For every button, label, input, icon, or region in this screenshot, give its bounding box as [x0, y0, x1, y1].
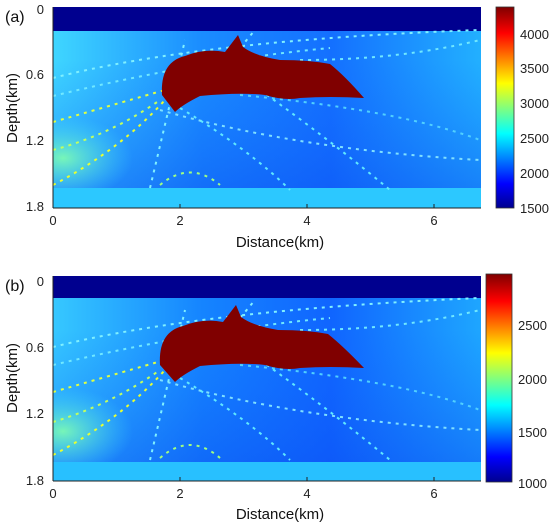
water-layer-b — [53, 276, 481, 298]
x-tick-label: 6 — [430, 213, 437, 228]
axes-a — [52, 7, 481, 209]
x-axis-label-a: Distance(km) — [236, 234, 324, 251]
colorbar-tick-label: 1000 — [518, 476, 547, 491]
colorbar-tick-label: 3500 — [520, 61, 549, 76]
x-tick-label: 4 — [303, 486, 310, 501]
x-tick-label: 0 — [49, 213, 56, 228]
y-tick-label: 1.2 — [26, 406, 44, 421]
x-ticks-b: 0 2 4 6 — [49, 477, 438, 501]
panel-a: (a) — [4, 2, 549, 251]
x-tick-label: 6 — [430, 486, 437, 501]
x-tick-label: 4 — [303, 213, 310, 228]
salt-body-b — [159, 305, 364, 382]
y-tick-label: 0 — [37, 2, 44, 17]
heatmap-a — [53, 7, 481, 208]
colorbar-a: 4000 3500 3000 2500 2000 1500 — [495, 6, 549, 216]
colorbar-tick-label: 2000 — [520, 166, 549, 181]
colorbar-tick-label: 3000 — [520, 96, 549, 111]
colorbar-tick-label: 4000 — [520, 27, 549, 42]
colorbar-tick-label: 2500 — [520, 131, 549, 146]
colorbar-tick-label: 2000 — [518, 372, 547, 387]
colorbar-tick-label: 1500 — [520, 201, 549, 216]
heatmap-b — [53, 276, 481, 481]
y-axis-label-a: Depth(km) — [4, 73, 21, 143]
salt-body-a — [161, 35, 364, 112]
y-tick-label: 1.8 — [26, 473, 44, 488]
y-tick-label: 0.6 — [26, 340, 44, 355]
x-tick-label: 2 — [176, 213, 183, 228]
x-tick-label: 0 — [49, 486, 56, 501]
y-ticks-b: 0 0.6 1.2 1.8 — [26, 274, 44, 488]
colorbar-tick-label: 1500 — [518, 425, 547, 440]
y-tick-label: 0 — [37, 274, 44, 289]
x-axis-label-b: Distance(km) — [236, 506, 324, 523]
panel-b: (b) — [4, 273, 547, 523]
colorbar-tick-label: 2500 — [518, 318, 547, 333]
y-ticks-a: 0 0.6 1.2 1.8 — [26, 2, 44, 214]
x-tick-label: 2 — [176, 486, 183, 501]
panel-label-b: (b) — [5, 278, 25, 295]
axes-b — [52, 276, 481, 482]
x-ticks-a: 0 2 4 6 — [49, 204, 438, 228]
y-tick-label: 1.8 — [26, 199, 44, 214]
panel-label-a: (a) — [5, 9, 25, 26]
water-layer-a — [53, 7, 481, 31]
y-axis-label-b: Depth(km) — [4, 343, 21, 413]
y-tick-label: 0.6 — [26, 67, 44, 82]
y-tick-label: 1.2 — [26, 133, 44, 148]
colorbar-b: 2500 2000 1500 1000 — [485, 273, 547, 491]
